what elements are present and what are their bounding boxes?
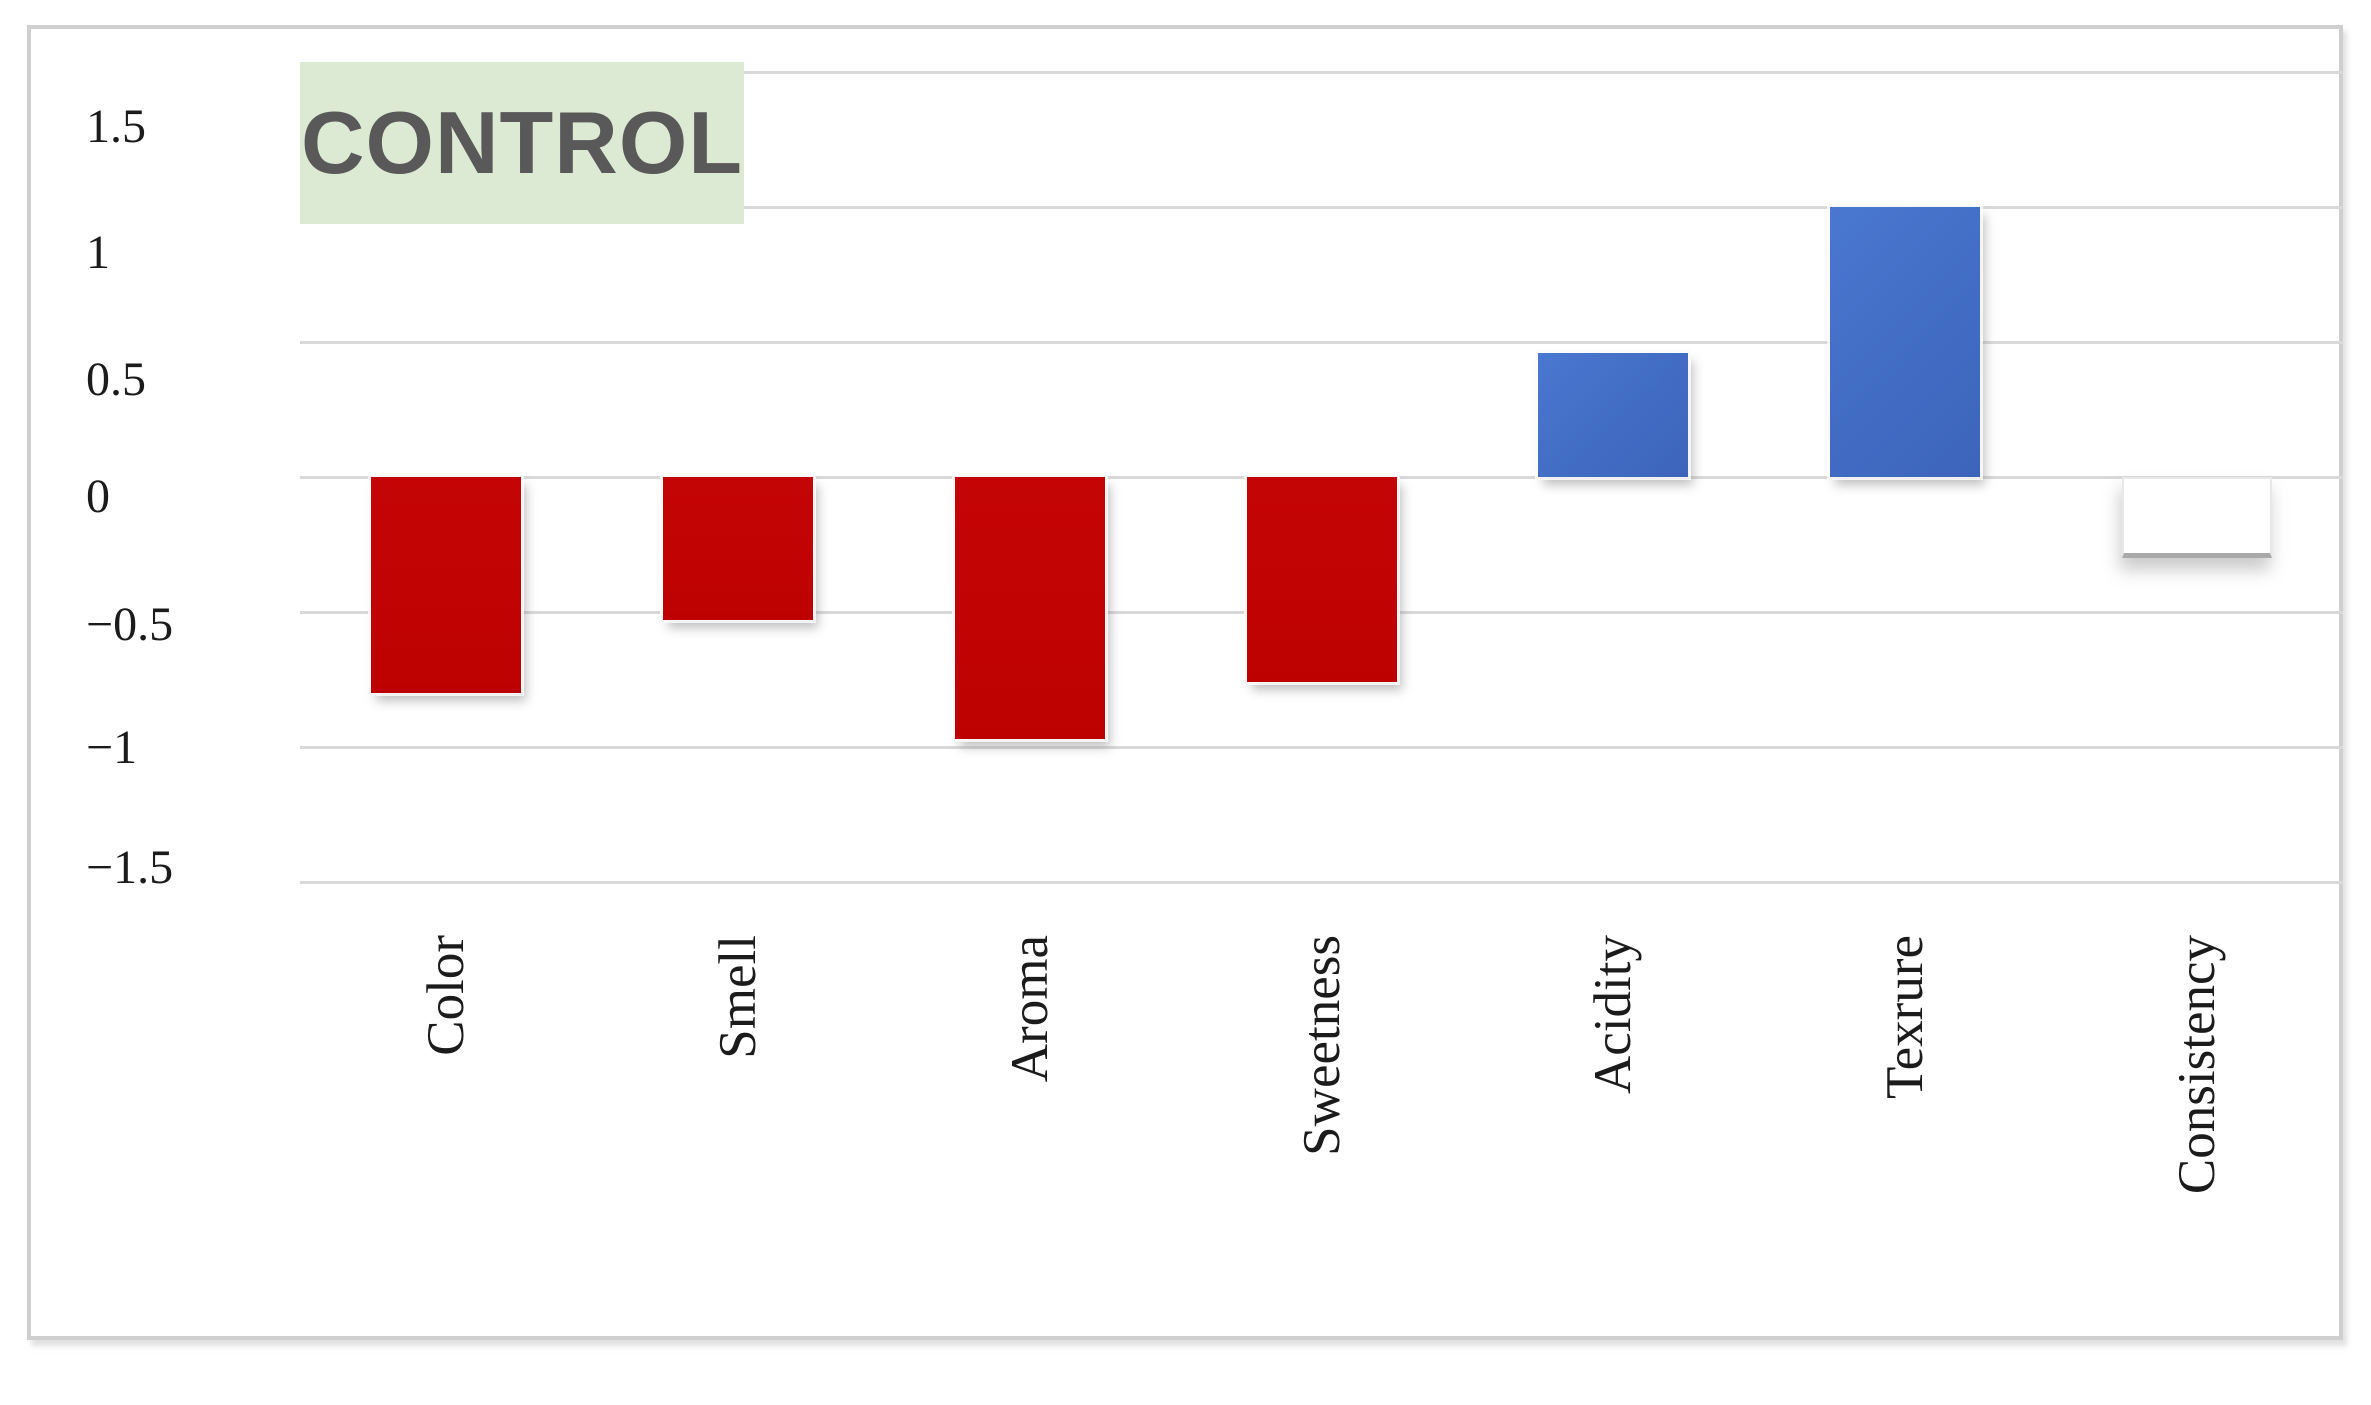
bar-texrure <box>1830 207 1981 477</box>
gridline-−1 <box>300 746 2343 749</box>
x-label-sweetness: Sweetness <box>1292 935 1351 1156</box>
chart-title-box: CONTROL <box>300 62 744 224</box>
gridline-0.5 <box>300 341 2343 344</box>
bar-sweetness <box>1246 477 1397 683</box>
gridline-1.5 <box>300 71 2343 74</box>
bar-consistency <box>2122 477 2273 558</box>
bar-aroma <box>954 477 1105 739</box>
bar-color <box>370 477 521 693</box>
y-tick-label-−0.5: −0.5 <box>86 598 174 651</box>
y-tick-label-0: 0 <box>86 470 110 523</box>
x-label-acidity: Acidity <box>1584 935 1643 1094</box>
gridline-−1.5 <box>300 881 2343 884</box>
bar-acidity <box>1538 352 1689 477</box>
y-tick-label-1.5: 1.5 <box>86 100 146 153</box>
bar-smell <box>662 477 813 621</box>
y-tick-label-1: 1 <box>86 226 110 279</box>
x-label-smell: Smell <box>708 935 767 1059</box>
y-tick-label-−1: −1 <box>86 721 138 774</box>
chart-outer-border <box>27 25 2343 1340</box>
x-label-color: Color <box>416 935 475 1056</box>
gridline-1 <box>300 206 2343 209</box>
x-label-aroma: Aroma <box>1000 935 1059 1083</box>
x-label-consistency: Consistency <box>2168 935 2227 1195</box>
y-tick-label-0.5: 0.5 <box>86 353 146 406</box>
x-label-texrure: Texrure <box>1876 935 1935 1100</box>
chart-title: CONTROL <box>300 93 744 192</box>
y-tick-label-−1.5: −1.5 <box>86 841 174 894</box>
